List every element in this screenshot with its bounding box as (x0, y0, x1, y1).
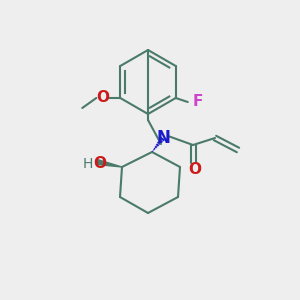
Text: F: F (193, 94, 203, 110)
Text: O: O (96, 91, 109, 106)
Text: N: N (156, 129, 170, 147)
Text: O: O (188, 161, 202, 176)
Text: O: O (94, 157, 106, 172)
Polygon shape (97, 160, 122, 167)
Text: H: H (83, 157, 93, 171)
